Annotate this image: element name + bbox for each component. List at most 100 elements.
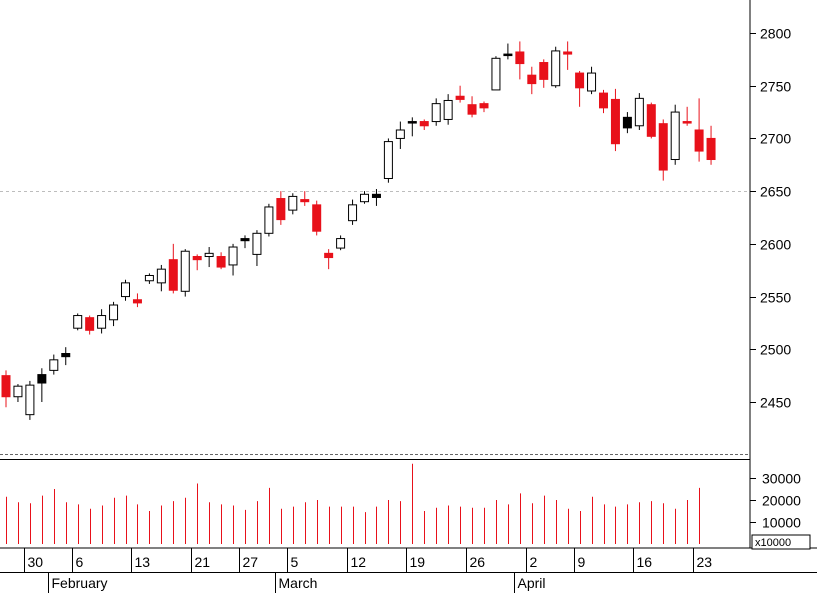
candle (360, 191, 369, 204)
candle-body (336, 238, 346, 249)
candle (622, 112, 632, 134)
volume-tick-labels: 10000 20000 30000 (750, 471, 801, 531)
candle-body (1, 375, 11, 398)
month-label: February (52, 575, 108, 591)
candle (419, 119, 429, 130)
day-tick-label: 13 (135, 554, 151, 570)
candle (276, 191, 286, 225)
candle (288, 193, 298, 215)
candle (240, 235, 250, 249)
candle (479, 101, 489, 113)
candle (37, 368, 47, 402)
price-tick-label: 2650 (760, 184, 791, 200)
candle-body (85, 317, 95, 331)
candle (13, 384, 23, 402)
price-tick-label: 2800 (760, 26, 791, 42)
price-tick-label: 2550 (760, 290, 791, 306)
candle-body (419, 121, 429, 127)
candle (383, 138, 393, 183)
day-tick-label: 30 (28, 554, 44, 570)
candle (300, 191, 310, 206)
price-tick-label: 2700 (760, 131, 791, 147)
candle-body (515, 51, 525, 65)
candle-body (228, 246, 238, 266)
candle-body (503, 53, 513, 57)
candle-body (622, 116, 632, 129)
candle-body (455, 95, 465, 100)
candle (610, 88, 620, 152)
candle (264, 203, 274, 237)
candle (109, 301, 119, 327)
candle (348, 199, 358, 225)
candle-body (610, 98, 620, 145)
candle-body (371, 193, 381, 198)
price-panel (0, 41, 750, 420)
candle (455, 85, 465, 103)
candle-body (168, 259, 178, 291)
candle-body (479, 103, 489, 109)
candle-body (491, 57, 501, 91)
candle-body (658, 123, 668, 171)
month-label: March (279, 575, 318, 591)
candle-body (670, 111, 680, 161)
candle (180, 249, 190, 297)
candle (491, 56, 501, 91)
candle-body (144, 274, 154, 282)
price-tick-label: 2750 (760, 79, 791, 95)
candle-body (348, 204, 358, 222)
candle (467, 96, 477, 118)
volume-panel (6, 463, 700, 544)
candle-body (395, 129, 405, 139)
candle-body (575, 72, 585, 89)
candle (97, 309, 107, 334)
candle (551, 46, 561, 88)
candle (49, 354, 59, 375)
candle-body (646, 104, 656, 137)
candle-body (216, 256, 226, 268)
candle (682, 106, 692, 126)
candle (539, 59, 549, 88)
candle (204, 247, 214, 268)
candle (527, 66, 537, 95)
candle (336, 235, 346, 251)
candle (324, 249, 334, 270)
candle-body (121, 282, 130, 298)
candle-body (360, 193, 369, 203)
price-tick-labels: 2450 2500 2550 2600 2650 2700 2750 2800 (750, 26, 791, 411)
candle (85, 315, 95, 335)
candle-body (13, 385, 23, 398)
candle-body (467, 104, 477, 115)
candle (634, 93, 644, 130)
candle (252, 230, 262, 266)
day-tick-label: 16 (637, 554, 653, 570)
candle (312, 200, 322, 236)
x-tick-labels: 30 6 13 21 27 5 12 19 26 2 9 16 23 February March April (24, 548, 712, 593)
candle (599, 89, 608, 114)
candle-body (132, 299, 142, 304)
candle (587, 66, 597, 95)
candle (371, 189, 381, 206)
candle-body (599, 92, 608, 109)
volume-tick-label: 30000 (762, 471, 801, 487)
candle-body (37, 374, 47, 384)
candle (658, 119, 668, 181)
candle (670, 104, 680, 165)
candle (575, 70, 585, 107)
volume-tick-label: 10000 (762, 515, 801, 531)
candle (228, 243, 238, 276)
candle-body (49, 359, 59, 371)
month-label: April (518, 575, 546, 591)
price-tick-label: 2600 (760, 237, 791, 253)
day-tick-label: 19 (410, 554, 426, 570)
candle-body (443, 99, 453, 120)
candle (61, 347, 71, 366)
candle (407, 117, 417, 137)
candle-body (252, 232, 262, 255)
candle-body (204, 252, 214, 258)
candle-body (634, 97, 644, 127)
candle (563, 41, 573, 70)
candle-body (180, 250, 190, 292)
day-tick-label: 26 (470, 554, 486, 570)
